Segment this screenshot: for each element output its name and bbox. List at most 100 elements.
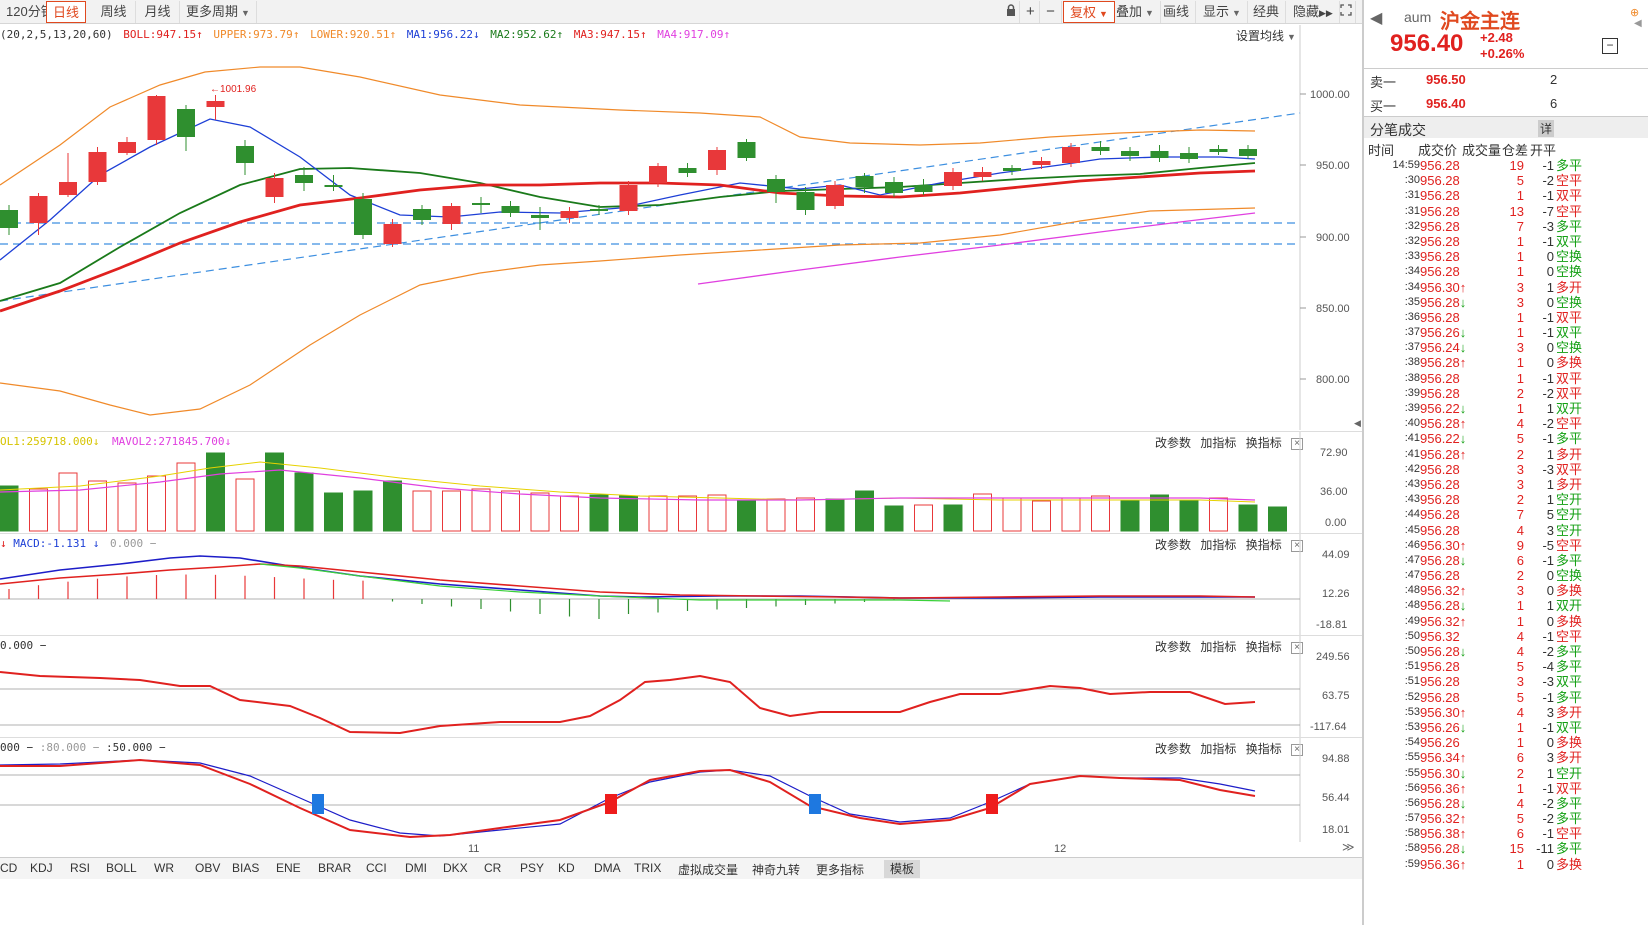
add-indicator-button[interactable]: 加指标 — [1200, 742, 1237, 756]
draw-line-button[interactable]: 画线 — [1157, 1, 1197, 23]
candle-body — [708, 150, 726, 170]
next-arrow-icon[interactable]: ◀ — [1634, 18, 1642, 29]
indicator-tab[interactable]: DMI — [405, 861, 427, 875]
trade-volume: 3 — [1516, 340, 1524, 356]
zoom-out-icon[interactable]: − — [1040, 1, 1062, 23]
zoom-in-icon[interactable]: + — [1020, 1, 1040, 23]
macd-panel[interactable]: ↓ MACD:-1.131 ↓ 0.000 − 改参数 加指标 换指标 × 44… — [0, 533, 1368, 636]
indicator-tab[interactable]: BRAR — [318, 861, 352, 875]
indicator-tab[interactable]: ENE — [276, 861, 301, 875]
prev-arrow-icon[interactable]: ◀ — [1370, 10, 1383, 27]
contract-code: aum — [1404, 9, 1432, 25]
arrow-up-icon: ↑ — [1459, 826, 1467, 842]
trade-price: 956.22↓ — [1420, 431, 1480, 446]
arrow-down-icon: ↓ — [1459, 552, 1467, 568]
indicator-tab[interactable]: KD — [558, 861, 575, 875]
indicator-tab[interactable]: 模板 — [884, 860, 921, 878]
kd-cross-marker — [605, 794, 617, 814]
classic-button[interactable]: 经典 — [1247, 1, 1287, 23]
volume-bar — [914, 504, 933, 532]
adjust-dropdown[interactable]: 复权 ▼ — [1063, 1, 1115, 23]
trade-time: :34 — [1404, 265, 1420, 278]
volume-bar — [0, 485, 19, 532]
trade-volume: 9 — [1516, 537, 1524, 553]
trades-list[interactable]: 14:59 956.28 19 -1 多平:30 956.28 5 -2 空平:31 956.28… — [1368, 158, 1648, 872]
close-icon[interactable]: × — [1291, 641, 1304, 654]
indicator-tab[interactable]: CD — [0, 861, 18, 875]
add-indicator-button[interactable]: 加指标 — [1200, 436, 1237, 450]
change-params-button[interactable]: 改参数 — [1155, 436, 1192, 450]
price-panel[interactable]: (20,2,5,13,20,60) BOLL:947.15↑ UPPER:973… — [0, 25, 1368, 430]
indicator-tab[interactable]: TRIX — [634, 861, 662, 875]
period-monthly[interactable]: 月线 — [136, 1, 180, 23]
indicator-tab[interactable]: WR — [154, 861, 174, 875]
trade-price: 956.28↓ — [1420, 644, 1480, 659]
indicator-tab[interactable]: RSI — [70, 861, 91, 875]
indicator-tab[interactable]: 神奇九转 — [752, 863, 801, 877]
add-indicator-button[interactable]: 加指标 — [1200, 538, 1237, 552]
minimize-icon[interactable]: − — [1602, 38, 1618, 54]
indicator-tab[interactable]: 更多指标 — [816, 863, 865, 877]
indicator-tab[interactable]: DMA — [594, 861, 621, 875]
close-icon[interactable]: × — [1291, 539, 1304, 552]
period-daily[interactable]: 日线 — [46, 1, 87, 23]
swap-indicator-button[interactable]: 换指标 — [1245, 640, 1282, 654]
volume-panel[interactable]: OL1:259718.000↓ MAVOL2:271845.700↓ 改参数 加… — [0, 431, 1368, 534]
detail-button[interactable]: 详 — [1538, 120, 1555, 137]
collapse-handle[interactable]: ◀ — [1354, 418, 1361, 428]
trade-volume: 4 — [1516, 628, 1524, 644]
indicator-tab[interactable]: KDJ — [30, 861, 53, 875]
price-tick: 900.00 — [1316, 232, 1350, 244]
indicator-tab[interactable]: DKX — [443, 861, 468, 875]
ma3-line — [0, 169, 1256, 313]
indicator-tab[interactable]: BIAS — [232, 861, 260, 875]
indicator-tab[interactable]: CR — [484, 861, 502, 875]
hide-button[interactable]: 隐藏▶▶ — [1287, 1, 1340, 23]
set-ma-dropdown[interactable]: 设置均线 ▼ — [1236, 29, 1296, 43]
trade-price: 956.28 — [1420, 173, 1480, 188]
change-params-button[interactable]: 改参数 — [1155, 742, 1192, 756]
fullscreen-icon[interactable] — [1334, 1, 1356, 23]
dea-line — [0, 563, 1256, 599]
volume-bar — [206, 452, 225, 532]
add-indicator-button[interactable]: 加指标 — [1200, 640, 1237, 654]
more-periods-dropdown[interactable]: 更多周期 ▼ — [180, 1, 257, 23]
trade-price: 956.38↑ — [1420, 826, 1480, 841]
candle-body — [1209, 149, 1228, 152]
scroll-right-icon[interactable]: ≫ — [1342, 840, 1355, 854]
trade-row: :42 956.28 3 -3 双平 — [1368, 462, 1648, 477]
swap-indicator-button[interactable]: 换指标 — [1245, 538, 1282, 552]
settings-icon[interactable]: ⊕ — [1630, 7, 1640, 19]
indicator-tab[interactable]: OBV — [195, 861, 221, 875]
trade-price: 956.36↑ — [1420, 781, 1480, 796]
period-weekly[interactable]: 周线 — [92, 1, 136, 23]
trade-type: 多开 — [1556, 750, 1583, 766]
trade-oi-diff: -1 — [1542, 826, 1554, 842]
change-params-button[interactable]: 改参数 — [1155, 538, 1192, 552]
volume-bar — [147, 475, 166, 532]
change-params-button[interactable]: 改参数 — [1155, 640, 1192, 654]
trade-oi-diff: -2 — [1542, 795, 1554, 811]
display-dropdown[interactable]: 显示 ▼ — [1197, 1, 1248, 23]
close-icon[interactable]: × — [1291, 437, 1304, 450]
trade-oi-diff: -5 — [1542, 537, 1554, 553]
kd-panel[interactable]: 000 − :80.000 − :50.000 − 改参数 加指标 换指标 × … — [0, 737, 1368, 842]
indicator-tab[interactable]: BOLL — [106, 861, 137, 875]
close-icon[interactable]: × — [1291, 743, 1304, 756]
lock-icon[interactable] — [1000, 1, 1020, 23]
indicator-tab[interactable]: PSY — [520, 861, 545, 875]
candle-body — [177, 109, 195, 137]
trade-price: 956.28↓ — [1420, 598, 1480, 613]
trade-price: 956.28 — [1420, 462, 1480, 477]
indicator-tab[interactable]: 虚拟成交量 — [678, 863, 739, 877]
trade-price: 956.36↑ — [1420, 857, 1480, 872]
swap-indicator-button[interactable]: 换指标 — [1245, 742, 1282, 756]
swap-indicator-button[interactable]: 换指标 — [1245, 436, 1282, 450]
trade-row: :34 956.28 1 0 空换 — [1368, 264, 1648, 279]
indicator-tab[interactable]: CCI — [366, 861, 387, 875]
overlay-dropdown[interactable]: 叠加 ▼ — [1110, 1, 1161, 23]
indicator-tabs: CD KDJ RSI BOLL WR OBV BIAS ENE BRAR CCI DMI DKX CR P… — [0, 857, 1368, 879]
trade-volume: 2 — [1516, 385, 1524, 401]
cci-panel[interactable]: 0.000 − 改参数 加指标 换指标 × 249.56 63.75 -117.… — [0, 635, 1368, 738]
